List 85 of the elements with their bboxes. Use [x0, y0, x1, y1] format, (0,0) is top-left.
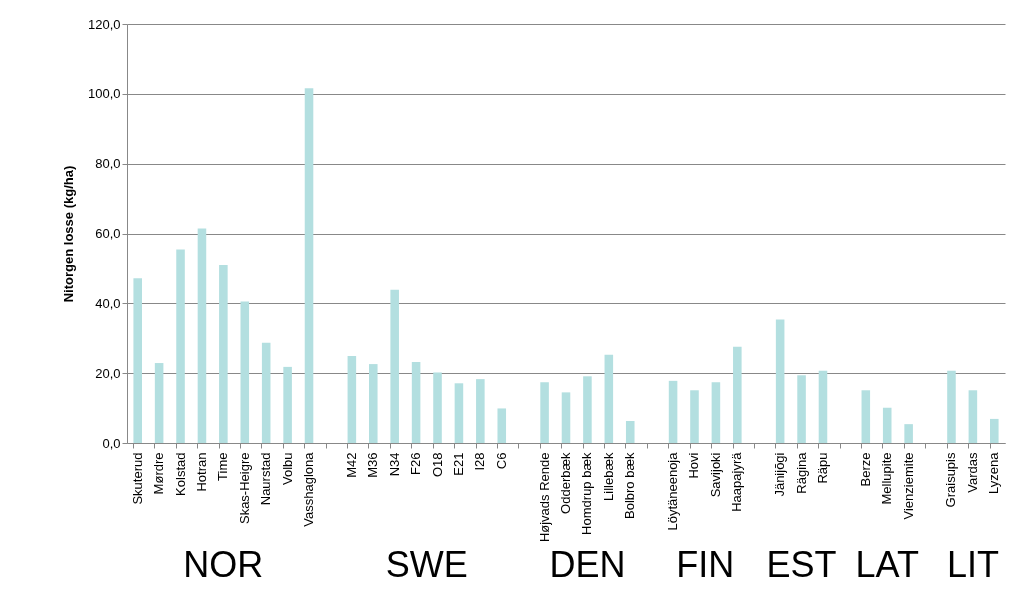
- bar: [668, 380, 678, 443]
- bar: [882, 407, 892, 443]
- bar: [368, 364, 378, 443]
- bar: [904, 424, 913, 443]
- y-tick-label: 40,0: [95, 295, 121, 311]
- text: NOR: [183, 544, 264, 585]
- bar: [540, 382, 549, 443]
- y-axis-title: Nitorgen losse (kg/ha): [60, 165, 76, 303]
- x-tick-label: E21: [450, 452, 466, 476]
- x-tick-label: M42: [343, 452, 359, 478]
- y-tick-label: 60,0: [95, 226, 121, 241]
- x-tick-label: Kolstad: [172, 452, 188, 496]
- x-tick-label: Homdrup bæk: [579, 452, 595, 535]
- x-tick-label: Räpu: [814, 452, 830, 484]
- x-tick-label: Haapajyrä: [729, 451, 745, 512]
- bar: [304, 88, 314, 443]
- bar: [133, 278, 142, 443]
- bar: [775, 319, 785, 443]
- x-tick-label: Rägina: [793, 451, 809, 494]
- bar: [690, 390, 699, 443]
- bar: [433, 372, 442, 443]
- y-tick-label: 20,0: [95, 365, 121, 381]
- bar: [390, 289, 399, 443]
- x-tick-label: N34: [386, 452, 402, 477]
- bar: [604, 354, 614, 443]
- text: EST: [766, 544, 837, 585]
- bar: [219, 264, 228, 443]
- bar: [454, 383, 464, 443]
- x-tick-label: C6: [493, 452, 509, 470]
- x-tick-label: Savijoki: [707, 452, 723, 498]
- y-tick-label: 80,0: [95, 156, 121, 172]
- bar: [711, 382, 721, 443]
- x-tick-label: Lyzena: [986, 451, 1002, 494]
- x-tick-label: I28: [472, 452, 488, 471]
- x-tick-label: Vasshaglona: [301, 451, 317, 527]
- y-tick-label: 120,0: [87, 16, 121, 32]
- x-tick-label: Graisupis: [943, 452, 959, 508]
- x-tick-label: Skas-Heigre: [236, 452, 252, 525]
- x-tick-label: Jänijõgi: [772, 452, 788, 497]
- bar: [347, 356, 357, 443]
- bar: [733, 346, 742, 443]
- x-tick-label: Mørdre: [151, 452, 167, 495]
- text: SWE: [385, 544, 468, 585]
- bar: [197, 228, 207, 443]
- bar: [261, 342, 271, 443]
- bar: [283, 366, 292, 443]
- x-tick-label: Højvads Rende: [536, 452, 552, 543]
- bar: [176, 249, 185, 443]
- bar: [411, 361, 421, 443]
- bar: [240, 301, 250, 443]
- bar: [797, 375, 806, 443]
- x-tick-label: Hovi: [686, 452, 702, 479]
- bar: [990, 418, 999, 443]
- x-tick-label: Löytäneenoja: [665, 451, 681, 531]
- x-tick-label: M36: [365, 452, 381, 478]
- x-tick-label: Vardas: [964, 452, 980, 493]
- x-tick-label: Mellupite: [879, 452, 895, 505]
- x-tick-label: O18: [429, 452, 445, 478]
- x-tick-label: Time: [215, 452, 231, 481]
- bar: [861, 390, 871, 443]
- bar: [497, 408, 507, 443]
- bar: [625, 421, 635, 443]
- y-tick-label: 0,0: [102, 435, 121, 451]
- bar: [818, 370, 828, 443]
- x-tick-label: Bolbro bæk: [622, 452, 638, 519]
- bar: [947, 370, 956, 443]
- bar: [561, 392, 571, 443]
- text: FIN: [676, 544, 735, 585]
- x-tick-label: Berze: [857, 452, 873, 487]
- y-tick-label: 100,0: [87, 86, 121, 102]
- x-tick-label: Volbu: [279, 452, 295, 486]
- x-tick-label: Skuterud: [129, 452, 145, 505]
- text: DEN: [549, 544, 626, 585]
- bar: [968, 390, 978, 443]
- text: LAT: [855, 544, 919, 585]
- x-tick-label: Odderbæk: [558, 452, 573, 514]
- x-tick-label: Vienziemite: [900, 452, 916, 520]
- x-tick-label: Lillebæk: [600, 452, 616, 501]
- text: LIT: [946, 544, 999, 585]
- x-tick-label: F26: [408, 452, 424, 475]
- bar: [583, 376, 592, 443]
- bar: [154, 363, 164, 443]
- bar: [476, 379, 485, 443]
- x-tick-label: Naurstad: [258, 452, 274, 506]
- x-tick-label: Hotran: [193, 452, 209, 492]
